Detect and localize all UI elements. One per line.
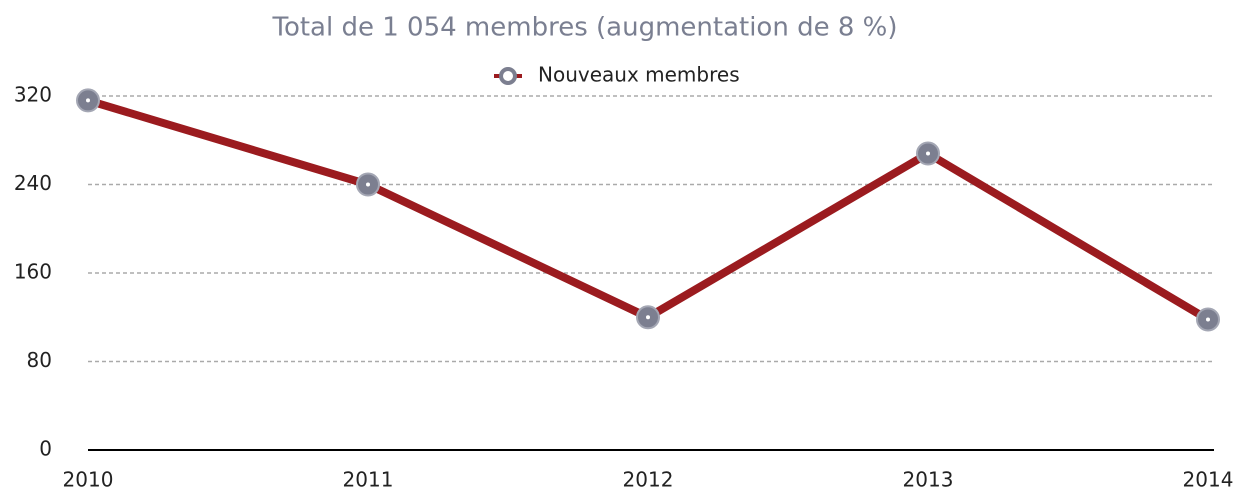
data-point-center — [1206, 317, 1210, 322]
legend-marker — [499, 67, 517, 85]
data-point-center — [366, 182, 370, 187]
y-tick-label: 0 — [39, 437, 52, 461]
data-point-center — [926, 151, 930, 156]
data-point-center — [86, 98, 90, 103]
x-tick-label: 2011 — [343, 468, 394, 492]
y-tick-label: 80 — [27, 348, 52, 372]
chart-title: Total de 1 054 membres (augmentation de … — [271, 13, 897, 43]
series-line — [86, 96, 1211, 323]
x-tick-label: 2010 — [63, 468, 114, 492]
x-tick-label: 2012 — [623, 468, 674, 492]
legend-label: Nouveaux membres — [538, 63, 740, 87]
y-tick-label: 320 — [14, 83, 52, 107]
data-point-center — [646, 315, 650, 320]
x-tick-label: 2014 — [1183, 468, 1234, 492]
x-tick-label: 2013 — [903, 468, 954, 492]
y-tick-label: 160 — [14, 260, 52, 284]
y-tick-label: 240 — [14, 171, 52, 195]
